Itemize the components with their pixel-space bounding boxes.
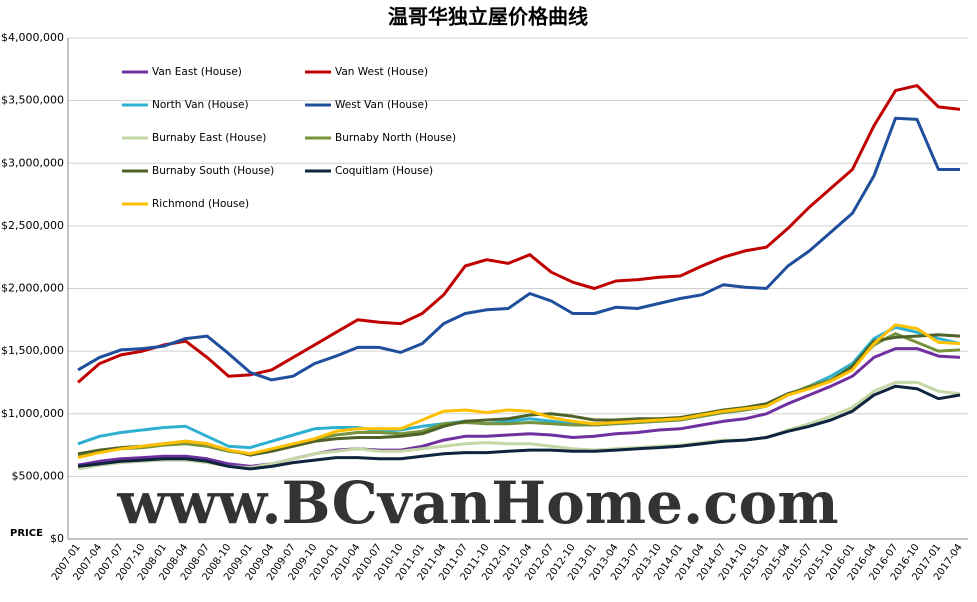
series-line <box>77 84 961 384</box>
y-tick-label: $3,500,000 <box>1 94 64 107</box>
y-tick-label: $1,500,000 <box>1 344 64 357</box>
legend-label: West Van (House) <box>335 99 428 111</box>
y-tick-label: $0 <box>50 532 64 545</box>
legend-label: Burnaby South (House) <box>152 165 274 177</box>
legend-label: Van West (House) <box>335 66 428 78</box>
y-tick-label: $500,000 <box>12 469 65 482</box>
y-tick-label: $1,000,000 <box>1 407 64 420</box>
legend-label: Coquitlam (House) <box>335 165 433 177</box>
legend-label: Burnaby East (House) <box>152 132 266 144</box>
legend-label: North Van (House) <box>152 99 249 111</box>
legend-label: Richmond (House) <box>152 198 249 210</box>
y-axis-title: PRICE <box>10 528 43 539</box>
legend-label: Van East (House) <box>152 66 242 78</box>
y-tick-label: $4,000,000 <box>1 31 64 44</box>
series-line <box>77 323 961 460</box>
series-line <box>77 347 961 468</box>
y-tick-label: $2,500,000 <box>1 219 64 232</box>
legend-label: Burnaby North (House) <box>335 132 456 144</box>
series-line <box>77 384 961 471</box>
chart-title: 温哥华独立屋价格曲线 <box>388 5 588 29</box>
y-tick-label: $3,000,000 <box>1 156 64 169</box>
watermark: www.BCvanHome.com <box>116 469 838 537</box>
series-line <box>77 116 960 382</box>
y-tick-label: $2,000,000 <box>1 282 64 295</box>
